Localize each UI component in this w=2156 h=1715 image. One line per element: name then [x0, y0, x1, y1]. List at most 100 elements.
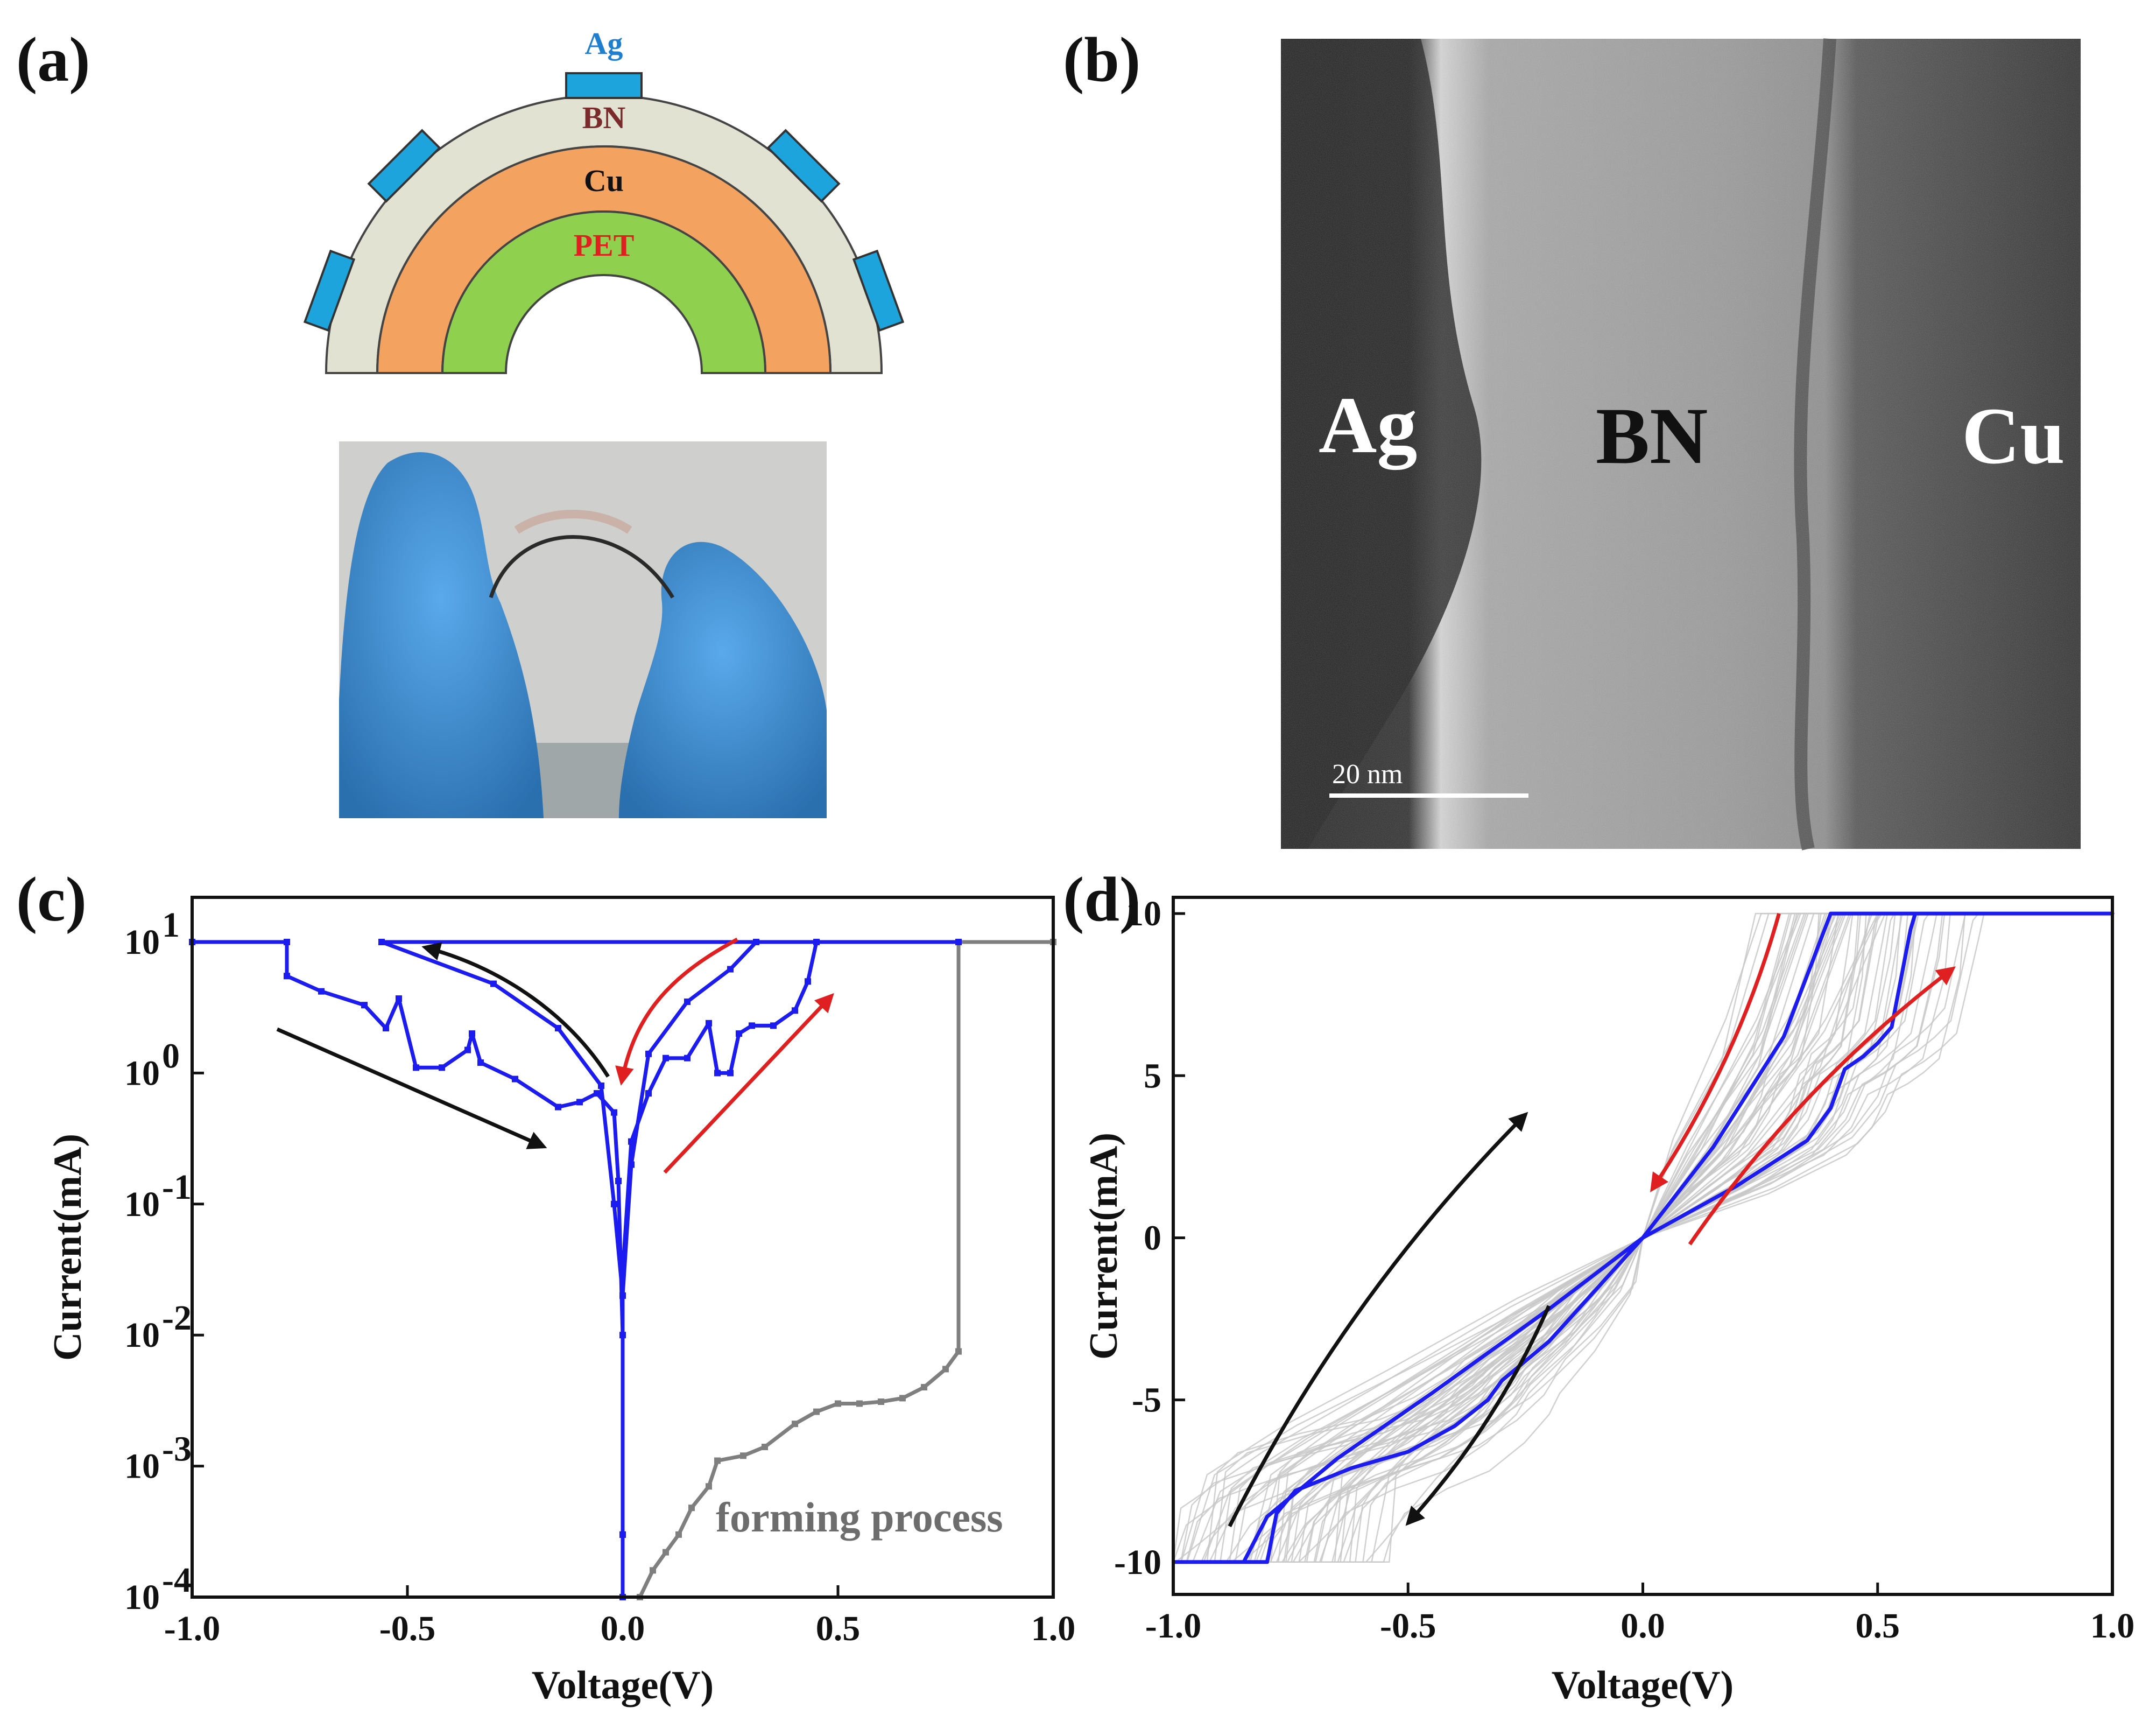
data-point — [955, 939, 962, 945]
panel-label-b: (b) — [1063, 24, 1140, 95]
arrow-reset-top — [421, 942, 610, 1078]
background-cycle — [1172, 912, 2112, 1563]
chart-d-frame — [1172, 896, 2114, 1596]
ag-electrode — [303, 249, 356, 332]
background-cycle — [1173, 912, 2112, 1563]
data-point — [284, 973, 290, 980]
scale-bar-label: 20 nm — [1332, 759, 1403, 790]
x-tick-label: -1.0 — [164, 1609, 220, 1648]
y-tick-label: 5 — [1144, 1056, 1161, 1095]
x-tick-label: 1.0 — [1031, 1609, 1076, 1648]
panel-label-a: (a) — [16, 24, 90, 95]
background-cycle — [1173, 912, 2112, 1563]
data-point — [619, 1531, 626, 1538]
y-tick-exponent: -2 — [162, 1298, 192, 1338]
flexible-film — [489, 535, 674, 599]
data-point — [770, 1022, 777, 1029]
data-point — [753, 939, 759, 945]
chart-c-frame — [191, 896, 1055, 1599]
chart-c-xlabel: Voltage(V) — [532, 1663, 714, 1707]
chart-d-xlabel: Voltage(V) — [1552, 1663, 1734, 1707]
direction-arrow — [1688, 966, 1956, 1246]
data-point — [663, 1549, 669, 1556]
data-point — [792, 1421, 798, 1428]
data-point — [628, 1161, 635, 1168]
y-tick-exponent: -1 — [162, 1168, 192, 1207]
y-tick-label: 10 — [124, 1447, 160, 1486]
left-glove — [339, 452, 544, 818]
data-point — [645, 1050, 652, 1057]
y-tick-label: 10 — [124, 1316, 160, 1355]
data-point — [675, 1531, 682, 1538]
y-tick-exponent: -4 — [162, 1561, 192, 1600]
tem-cu-label: Cu — [1962, 391, 2065, 481]
ag-electrode — [565, 72, 643, 99]
data-point — [921, 1384, 927, 1391]
y-tick-label: 0 — [1144, 1218, 1161, 1257]
data-point — [856, 1400, 863, 1407]
data-point — [611, 1200, 617, 1207]
chart-d: -1.0 -0.5 0.0 0.5 1.0 10 5 0 -5 -10 Voltage(V) Cu… — [1082, 894, 2134, 1707]
x-tick-label: 0.0 — [601, 1609, 645, 1648]
cu-label: Cu — [584, 163, 624, 198]
series-line-representative — [1173, 911, 2115, 1564]
data-point — [477, 1059, 484, 1066]
data-point — [727, 966, 734, 973]
x-tick-label: 0.0 — [1620, 1606, 1665, 1646]
background-cycle — [1181, 912, 2104, 1563]
y-tick-label: -10 — [1114, 1543, 1161, 1582]
panel-label-d: (d) — [1063, 864, 1140, 934]
data-point — [645, 1090, 652, 1097]
data-point — [736, 1030, 742, 1037]
x-tick-label: -1.0 — [1145, 1606, 1201, 1646]
bending-photo — [339, 441, 827, 818]
data-point — [512, 1076, 518, 1083]
background-cycle — [1175, 912, 2111, 1563]
y-tick-label: 10 — [124, 1053, 160, 1093]
data-point — [396, 995, 402, 1002]
ag-electrode — [766, 129, 841, 203]
data-point — [383, 1025, 389, 1032]
background-cycle — [1313, 912, 1972, 1563]
data-point — [469, 1030, 475, 1037]
ag-electrode — [367, 129, 441, 203]
background-cycle — [1230, 912, 2055, 1563]
data-point — [619, 1269, 626, 1276]
y-tick-label: 10 — [124, 1185, 160, 1224]
data-point — [361, 1002, 368, 1009]
arrow-up-bottom — [663, 993, 834, 1174]
data-point — [663, 1055, 669, 1062]
background-cycle — [1173, 912, 2112, 1563]
data-point — [835, 1400, 841, 1407]
data-point — [688, 1505, 695, 1512]
data-point — [378, 939, 385, 945]
direction-arrow — [1228, 1112, 1528, 1528]
panel-label-c: (c) — [16, 864, 87, 934]
forming-annotation: forming process — [716, 1494, 1003, 1541]
ag-electrodes — [303, 72, 905, 332]
data-point — [413, 1064, 419, 1071]
data-point — [878, 1398, 884, 1405]
x-tick-label: 0.5 — [1856, 1606, 1900, 1646]
y-tick-label: 10 — [1126, 894, 1161, 933]
data-point — [318, 988, 325, 995]
x-tick-label: 1.0 — [2090, 1606, 2135, 1646]
data-point — [727, 1070, 734, 1077]
data-point — [576, 1099, 583, 1106]
data-point — [684, 998, 691, 1005]
y-tick-label: -5 — [1132, 1381, 1161, 1420]
y-tick-exponent: -3 — [162, 1430, 192, 1469]
data-point — [594, 1090, 600, 1097]
data-point — [684, 1055, 691, 1062]
y-tick-label: 10 — [124, 1578, 160, 1617]
data-point — [555, 1103, 561, 1110]
data-point — [955, 1348, 962, 1355]
data-point — [598, 1082, 604, 1089]
data-point — [792, 1007, 798, 1014]
data-point — [650, 1567, 656, 1574]
data-point — [762, 1444, 768, 1451]
right-glove — [619, 542, 827, 818]
data-point — [284, 939, 290, 945]
data-point — [619, 1292, 626, 1299]
